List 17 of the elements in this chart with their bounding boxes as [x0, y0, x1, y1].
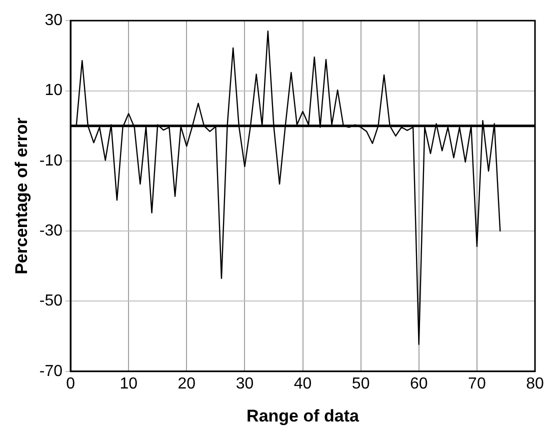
- x-tick-label: 20: [178, 375, 196, 392]
- y-tick-label: -70: [39, 362, 63, 380]
- x-tick-label: 70: [468, 375, 486, 392]
- x-tick-label: 60: [410, 375, 428, 392]
- y-tick-label: -50: [39, 292, 63, 310]
- x-tick-label: 50: [352, 375, 370, 392]
- x-tick-label: 80: [526, 375, 544, 392]
- y-tick-label: 10: [44, 82, 63, 100]
- y-axis-title: Percentage of error: [12, 117, 31, 274]
- x-tick-label: 30: [236, 375, 254, 392]
- x-tick-label: 0: [66, 375, 76, 392]
- x-tick-label: 40: [294, 375, 312, 392]
- y-tick-label: -30: [39, 222, 63, 240]
- y-tick-label: -10: [39, 152, 63, 170]
- y-tick-label: 30: [44, 12, 63, 30]
- x-axis-title: Range of data: [246, 406, 360, 426]
- x-tick-label: 10: [120, 375, 138, 392]
